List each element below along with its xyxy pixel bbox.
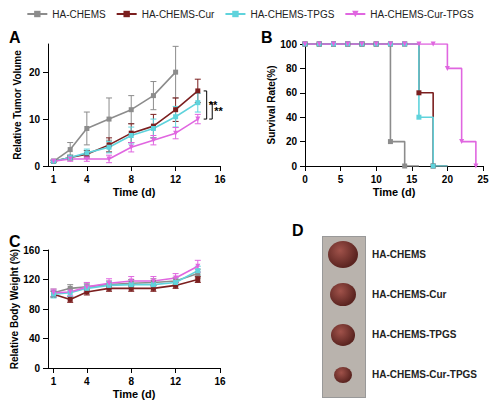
svg-text:Time (d): Time (d) (113, 388, 156, 400)
svg-text:8: 8 (128, 376, 134, 387)
svg-text:Time (d): Time (d) (373, 186, 416, 198)
svg-text:Time (d): Time (d) (113, 186, 156, 198)
svg-text:20: 20 (29, 67, 41, 78)
svg-text:**: ** (214, 105, 223, 117)
svg-text:16: 16 (214, 376, 226, 387)
svg-text:10: 10 (371, 174, 383, 185)
svg-text:HA-CHEMS-TPGS: HA-CHEMS-TPGS (250, 9, 334, 20)
svg-text:10: 10 (29, 114, 41, 125)
svg-text:40: 40 (29, 333, 41, 344)
svg-text:4: 4 (84, 174, 90, 185)
svg-text:B: B (261, 29, 273, 46)
svg-text:C: C (9, 233, 21, 250)
svg-text:5: 5 (338, 174, 344, 185)
svg-text:Relative Tumor Volume: Relative Tumor Volume (12, 50, 23, 160)
svg-text:100: 100 (280, 39, 297, 50)
svg-text:25: 25 (477, 174, 489, 185)
html-text:HA-CHEMS-Cur-TPGS: HA-CHEMS-Cur-TPGS (372, 369, 477, 380)
svg-text:12: 12 (170, 376, 182, 387)
svg-text:HA-CHEMS: HA-CHEMS (52, 9, 106, 20)
html-text:HA-CHEMS-TPGS: HA-CHEMS-TPGS (372, 329, 457, 340)
html-text:D: D (292, 222, 304, 239)
svg-text:120: 120 (23, 274, 40, 285)
svg-text:80: 80 (29, 304, 41, 315)
svg-text:A: A (9, 29, 21, 46)
svg-text:Relative Body Weight (%): Relative Body Weight (%) (9, 249, 20, 369)
svg-text:1: 1 (51, 174, 57, 185)
svg-text:12: 12 (170, 174, 182, 185)
svg-text:0: 0 (291, 161, 297, 172)
svg-text:16: 16 (214, 174, 226, 185)
svg-text:HA-CHEMS-Cur-TPGS: HA-CHEMS-Cur-TPGS (370, 9, 474, 20)
svg-text:80: 80 (286, 63, 298, 74)
html-text:HA-CHEMS-Cur: HA-CHEMS-Cur (372, 289, 447, 300)
svg-text:160: 160 (23, 245, 40, 256)
svg-text:0: 0 (34, 363, 40, 374)
svg-text:0: 0 (302, 174, 308, 185)
svg-text:60: 60 (286, 87, 298, 98)
svg-text:HA-CHEMS-Cur: HA-CHEMS-Cur (142, 9, 215, 20)
svg-text:1: 1 (51, 376, 57, 387)
html-text:HA-CHEMS: HA-CHEMS (372, 249, 426, 260)
svg-text:20: 20 (286, 136, 298, 147)
svg-text:Survival Rate(%): Survival Rate(%) (266, 66, 277, 145)
svg-text:40: 40 (286, 112, 298, 123)
svg-text:15: 15 (406, 174, 418, 185)
svg-text:8: 8 (128, 174, 134, 185)
svg-text:20: 20 (442, 174, 454, 185)
svg-text:4: 4 (84, 376, 90, 387)
svg-text:0: 0 (34, 161, 40, 172)
